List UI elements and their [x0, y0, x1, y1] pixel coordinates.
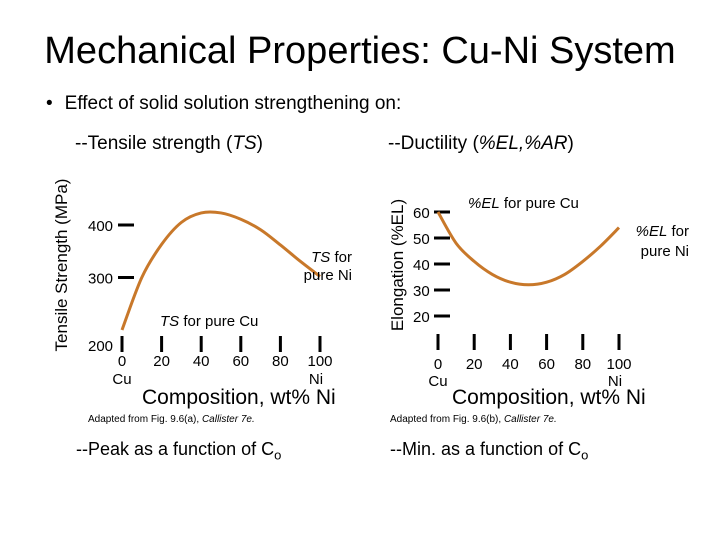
tensile-annotation-italic: TS — [311, 249, 330, 266]
tensile-annotation-rest: for — [330, 249, 352, 266]
tensile-y-tick-label: 200 — [88, 338, 113, 355]
adapted-left-italic: Callister 7e. — [201, 414, 255, 425]
tensile-heading-end: ) — [256, 133, 263, 154]
adapted-left-text: Adapted from Fig. 9.6(a), — [88, 414, 202, 425]
ductility-heading-end: ) — [567, 133, 574, 154]
peak-note-text: --Peak as a function of C — [76, 439, 275, 459]
tensile-series-line — [120, 210, 321, 331]
tensile-x-axis-title: Composition, wt% Ni — [142, 386, 336, 409]
tensile-x-tick-label: 60 — [232, 353, 249, 370]
ductility-x-tick-label: 40 — [502, 356, 519, 373]
ductility-y-tick-label: 60 — [413, 205, 430, 222]
tensile-annotation-rest: for pure Cu — [179, 313, 258, 330]
tensile-annotation-cu: TS for pure Cu — [160, 313, 258, 330]
peak-note: --Peak as a function of Co — [76, 439, 281, 463]
ductility-annotation-cu: %EL for pure Cu — [468, 195, 579, 212]
ductility-y-tick-label: 20 — [413, 309, 430, 326]
tensile-y-tick-label: 300 — [88, 271, 113, 288]
adapted-right-caption: Adapted from Fig. 9.6(b), Callister 7e. — [390, 414, 557, 425]
ductility-x-tick-label: 60 — [538, 356, 555, 373]
tensile-x-tick-label: 20 — [153, 353, 170, 370]
ductility-y-tick-label: 50 — [413, 231, 430, 248]
ductility-annotation-italic: %EL — [468, 195, 500, 212]
tensile-annotation-line2: pure Ni — [304, 267, 352, 284]
min-note: --Min. as a function of Co — [390, 439, 588, 463]
ductility-y-tick-label: 30 — [413, 283, 430, 300]
tensile-heading-text: --Tensile strength ( — [75, 133, 233, 154]
tensile-y-axis-label: Tensile Strength (MPa) — [52, 179, 71, 352]
min-note-sub: o — [581, 447, 589, 463]
adapted-right-italic: Callister 7e. — [503, 414, 557, 425]
ductility-heading: --Ductility (%EL,%AR) — [388, 133, 574, 155]
bullet-dot-icon: • — [46, 93, 53, 114]
ductility-annotation-rest: for — [667, 223, 689, 240]
tensile-x-sub-cu: Cu — [112, 371, 131, 388]
adapted-left-caption: Adapted from Fig. 9.6(a), Callister 7e. — [88, 414, 255, 425]
ductility-annotation-line2: pure Ni — [641, 243, 689, 260]
adapted-right-text: Adapted from Fig. 9.6(b), — [390, 414, 504, 425]
tensile-heading: --Tensile strength (TS) — [75, 133, 263, 155]
ductility-heading-italic: %EL,%AR — [478, 133, 568, 154]
tensile-x-tick-label: 0 — [118, 353, 126, 370]
ductility-annotation-ni: %EL for — [636, 223, 689, 240]
tensile-heading-italic: TS — [232, 133, 257, 154]
ductility-heading-text: --Ductility ( — [388, 133, 479, 154]
min-note-text: --Min. as a function of C — [390, 439, 582, 459]
tensile-annotation-italic: TS — [160, 313, 179, 330]
ductility-x-tick-label: 20 — [466, 356, 483, 373]
peak-note-sub: o — [274, 447, 282, 463]
bullet-text: Effect of solid solution strengthening o… — [64, 93, 402, 114]
tensile-x-tick-label: 80 — [272, 353, 289, 370]
ductility-annotation-rest: for pure Cu — [500, 195, 579, 212]
ductility-x-tick-label: 100 — [606, 356, 631, 373]
ductility-x-tick-label: 80 — [574, 356, 591, 373]
ductility-x-sub-ni: Ni — [608, 373, 622, 390]
ductility-annotation-italic: %EL — [636, 223, 668, 240]
ductility-y-tick-label: 40 — [413, 257, 430, 274]
slide-title: Mechanical Properties: Cu-Ni System — [44, 30, 676, 72]
tensile-x-tick-label: 100 — [307, 353, 332, 370]
ductility-x-tick-label: 0 — [434, 356, 442, 373]
tensile-annotation-ni: TS for — [311, 249, 352, 266]
tensile-x-sub-ni: Ni — [309, 371, 323, 388]
tensile-y-tick-label: 400 — [88, 218, 113, 235]
tensile-x-tick-label: 40 — [193, 353, 210, 370]
ductility-x-axis-title: Composition, wt% Ni — [452, 386, 646, 409]
ductility-series-line — [436, 211, 621, 287]
bullet-line: • Effect of solid solution strengthening … — [46, 93, 401, 115]
ductility-y-axis-label: Elongation (%EL) — [388, 199, 407, 331]
ductility-x-sub-cu: Cu — [428, 373, 447, 390]
